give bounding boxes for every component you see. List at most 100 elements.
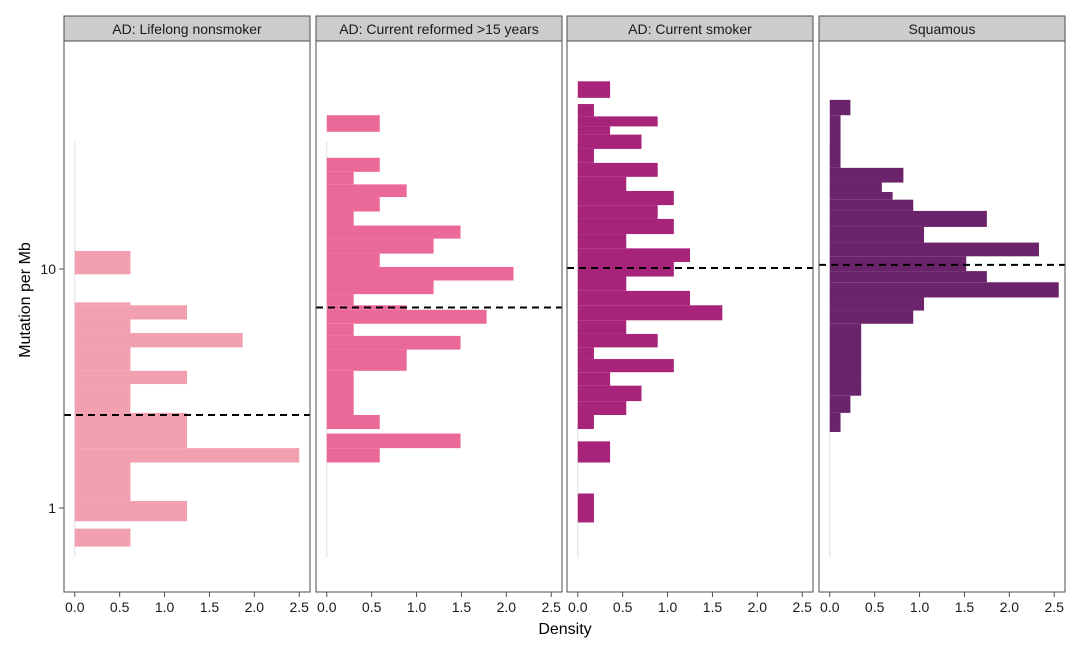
facet-strip <box>818 15 1066 42</box>
histogram-bar <box>829 282 1059 298</box>
x-tick-label: 1.0 <box>155 599 175 615</box>
histogram-bar <box>577 493 594 523</box>
histogram-bar <box>829 382 862 396</box>
facet-panel: AD: Lifelong nonsmoker 0.0 0.5 1.0 1.5 2.0 2.5… <box>40 15 311 615</box>
histogram-bar <box>577 205 658 219</box>
x-tick-label: 1.0 <box>407 599 427 615</box>
histogram-bar <box>577 290 690 306</box>
histogram-bar <box>577 148 594 163</box>
histogram-bar <box>577 104 594 117</box>
x-tick-label: 1.5 <box>452 599 472 615</box>
histogram-bar <box>326 238 434 254</box>
histogram-bar <box>326 309 487 324</box>
histogram-bar <box>74 412 187 449</box>
x-tick-label: 0.5 <box>110 599 130 615</box>
histogram-bar <box>829 323 862 383</box>
histogram-bar <box>326 253 380 267</box>
histogram-bar <box>74 528 131 547</box>
histogram-bar <box>326 184 407 198</box>
histogram-bar <box>74 448 300 463</box>
histogram-bar <box>577 218 674 235</box>
x-tick-label: 0.0 <box>568 599 588 615</box>
x-tick-label: 2.0 <box>748 599 768 615</box>
histogram-bar <box>829 412 841 432</box>
x-tick-label: 0.0 <box>820 599 840 615</box>
histogram-bar <box>577 191 674 206</box>
x-tick-label: 0.5 <box>865 599 885 615</box>
histogram-bar <box>326 157 380 172</box>
histogram-bar <box>326 370 354 415</box>
histogram-bar <box>829 191 893 200</box>
histogram-bar <box>326 225 461 239</box>
facet-strip <box>566 15 814 42</box>
histogram-bar <box>829 310 914 324</box>
histogram-bar <box>326 323 354 336</box>
histogram-bar <box>577 333 658 348</box>
histogram-bar <box>74 500 187 522</box>
histogram-bar <box>829 395 851 413</box>
histogram-bar <box>74 302 131 306</box>
histogram-bar <box>577 176 627 192</box>
x-tick-label: 0.5 <box>362 599 382 615</box>
x-tick-label: 2.0 <box>1000 599 1020 615</box>
facet-strip-label: AD: Current smoker <box>628 21 752 37</box>
x-tick-label: 2.5 <box>541 599 561 615</box>
histogram-bar <box>326 211 354 226</box>
histogram-bar <box>829 210 987 227</box>
histogram-bar <box>829 199 914 211</box>
histogram-bar <box>577 372 611 386</box>
x-tick-label: 2.5 <box>792 599 812 615</box>
histogram-bar <box>326 266 514 281</box>
histogram-bar <box>829 115 841 168</box>
x-tick-label: 1.5 <box>703 599 723 615</box>
histogram-bar <box>577 385 642 402</box>
x-tick-label: 0.0 <box>317 599 337 615</box>
histogram-bar <box>829 226 925 243</box>
histogram-bar <box>577 414 594 430</box>
histogram-bar <box>829 167 904 183</box>
histogram-bar <box>577 126 611 135</box>
facet-panels: AD: Lifelong nonsmoker 0.0 0.5 1.0 1.5 2.0 2.5… <box>40 15 1066 615</box>
x-tick-label: 1.5 <box>955 599 975 615</box>
histogram-bar <box>577 276 627 291</box>
histogram-bar <box>74 332 243 348</box>
x-tick-label: 1.5 <box>200 599 220 615</box>
histogram-bar <box>326 448 380 463</box>
histogram-bar <box>577 261 674 277</box>
x-tick-label: 0.0 <box>65 599 85 615</box>
facet-panel: Squamous 0.0 0.5 1.0 1.5 2.0 2.5 <box>818 15 1066 615</box>
histogram-bar <box>74 305 187 320</box>
x-tick-label: 2.5 <box>289 599 309 615</box>
histogram-bar <box>326 433 461 449</box>
histogram-bar <box>326 335 461 350</box>
facet-panel: AD: Current smoker 0.0 0.5 1.0 1.5 2.0 2.5 <box>566 15 814 615</box>
facet-panel: AD: Current reformed >15 years 0.0 0.5 1.0 1… <box>315 15 563 615</box>
histogram-bar <box>577 162 658 177</box>
panel-border <box>566 40 814 593</box>
panel-border <box>63 40 311 593</box>
histogram-bar <box>74 319 131 333</box>
histogram-bar <box>326 414 380 430</box>
x-axis-title: Density <box>538 621 591 638</box>
histogram-bar <box>577 116 658 127</box>
histogram-bar <box>326 349 407 371</box>
histogram-bar <box>326 197 380 212</box>
x-tick-label: 1.0 <box>910 599 930 615</box>
histogram-bar <box>326 171 354 185</box>
histogram-bar <box>829 271 987 283</box>
histogram-bar <box>577 401 627 415</box>
histogram-bar <box>829 99 851 116</box>
panel-border <box>315 40 563 593</box>
histogram-bar <box>74 370 187 385</box>
histogram-bar <box>74 347 131 371</box>
histogram-bar <box>829 242 1039 257</box>
histogram-bar <box>829 297 925 311</box>
y-tick-label: 1 <box>48 500 56 516</box>
facet-strip-label: AD: Current reformed >15 years <box>339 21 539 37</box>
histogram-bar <box>326 115 380 132</box>
histogram-bar <box>577 81 611 98</box>
x-tick-label: 2.5 <box>1044 599 1064 615</box>
histogram-bar <box>74 462 131 501</box>
histogram-bar <box>326 280 434 295</box>
x-tick-label: 2.0 <box>497 599 517 615</box>
